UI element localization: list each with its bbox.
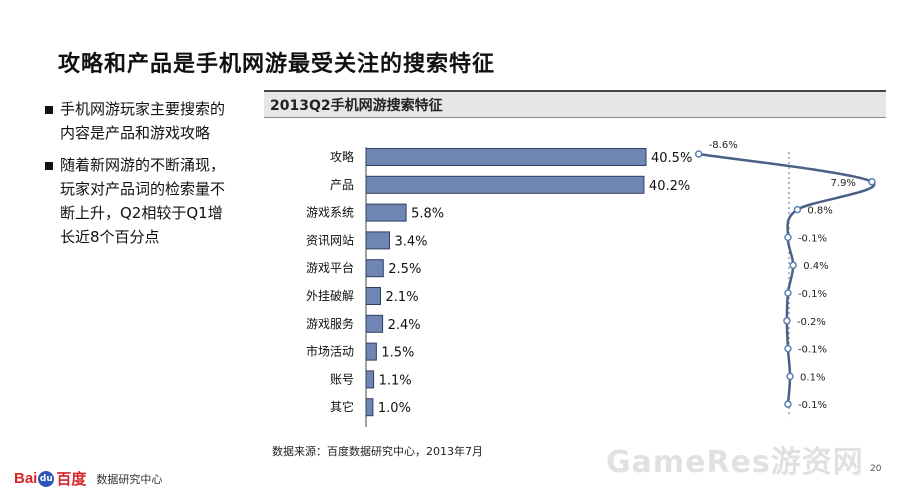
change-point xyxy=(793,205,802,214)
page-title: 攻略和产品是手机网游最受关注的搜索特征 xyxy=(58,52,496,77)
change-point xyxy=(789,261,797,269)
baidu-logo: Bai du 百度 数据研究中心 xyxy=(14,468,162,489)
bar-value-label: 1.5% xyxy=(381,346,414,361)
category-label: 外挂破解 xyxy=(306,288,354,303)
bar xyxy=(365,148,647,166)
bullet-square-icon xyxy=(45,106,53,114)
bullet-text: 随着新网游的不断涌现，玩家对产品词的检索量不断上升，Q2相较于Q1增长近8个百分… xyxy=(60,156,226,246)
category-label: 产品 xyxy=(330,178,354,192)
change-value-label: 0.4% xyxy=(803,261,828,272)
bullet-item: 手机网游玩家主要搜索的内容是产品和游戏攻略 xyxy=(42,97,232,145)
change-point xyxy=(784,400,792,408)
change-value-label: 0.1% xyxy=(800,372,825,383)
bar xyxy=(365,259,384,278)
source-note: 数据来源：百度数据研究中心，2013年7月 xyxy=(272,445,483,458)
change-point xyxy=(784,344,792,353)
bar xyxy=(365,203,407,222)
change-value-label: -0.1% xyxy=(798,345,827,356)
category-label: 市场活动 xyxy=(306,344,354,359)
category-label: 资讯网站 xyxy=(306,233,354,247)
category-label: 游戏服务 xyxy=(306,316,354,331)
category-label: 游戏系统 xyxy=(306,206,354,220)
change-point xyxy=(694,150,703,158)
bar-value-label: 2.1% xyxy=(386,290,419,305)
change-point xyxy=(868,178,876,186)
change-point xyxy=(784,233,792,242)
bar xyxy=(365,231,391,250)
change-value-label: -8.6% xyxy=(709,140,738,151)
change-line xyxy=(698,152,876,405)
bar-value-label: 2.5% xyxy=(388,262,421,277)
bullet-item: 随着新网游的不断涌现，玩家对产品词的检索量不断上升，Q2相较于Q1增长近8个百分… xyxy=(42,153,232,249)
bar xyxy=(365,398,374,417)
bullet-text: 手机网游玩家主要搜索的内容是产品和游戏攻略 xyxy=(60,100,226,142)
bar-value-label: 40.2% xyxy=(649,179,690,194)
change-value-label: 0.8% xyxy=(807,206,832,217)
logo-center-text: 数据研究中心 xyxy=(96,472,163,486)
chart-header: 2013Q2手机网游搜索特征 xyxy=(264,90,886,118)
page-number: 20 xyxy=(870,464,882,474)
bar xyxy=(365,287,382,305)
category-label: 攻略 xyxy=(330,149,354,164)
change-point xyxy=(784,289,792,297)
logo-brand: 百度 xyxy=(56,470,87,488)
change-point xyxy=(786,372,794,381)
bullet-square-icon xyxy=(45,162,53,170)
paw-icon: du xyxy=(38,470,55,487)
change-value-label: -0.1% xyxy=(798,233,827,244)
chart-title: 2013Q2手机网游搜索特征 xyxy=(270,98,443,114)
category-label: 其它 xyxy=(330,399,354,414)
category-label: 账号 xyxy=(330,372,354,386)
bar-value-label: 1.1% xyxy=(379,373,412,388)
logo-text: Bai xyxy=(14,470,38,487)
change-value-label: -0.2% xyxy=(797,317,826,328)
watermark: GameRes游资网 xyxy=(606,445,864,480)
change-value-label: -0.1% xyxy=(798,289,827,300)
bar xyxy=(365,342,377,361)
bar xyxy=(365,175,645,194)
bar-value-label: 5.8% xyxy=(411,207,444,222)
bar-value-label: 1.0% xyxy=(378,401,411,416)
change-value-label: 7.9% xyxy=(831,178,856,189)
bar xyxy=(365,370,375,389)
category-label: 游戏平台 xyxy=(306,260,354,275)
bar-value-label: 3.4% xyxy=(395,234,428,249)
bar-value-label: 40.5% xyxy=(651,151,692,166)
bar xyxy=(365,314,384,333)
bar-value-label: 2.4% xyxy=(388,318,421,333)
bullet-list: 手机网游玩家主要搜索的内容是产品和游戏攻略 随着新网游的不断涌现，玩家对产品词的… xyxy=(42,97,232,257)
change-point xyxy=(783,317,791,325)
change-value-label: -0.1% xyxy=(798,400,827,411)
